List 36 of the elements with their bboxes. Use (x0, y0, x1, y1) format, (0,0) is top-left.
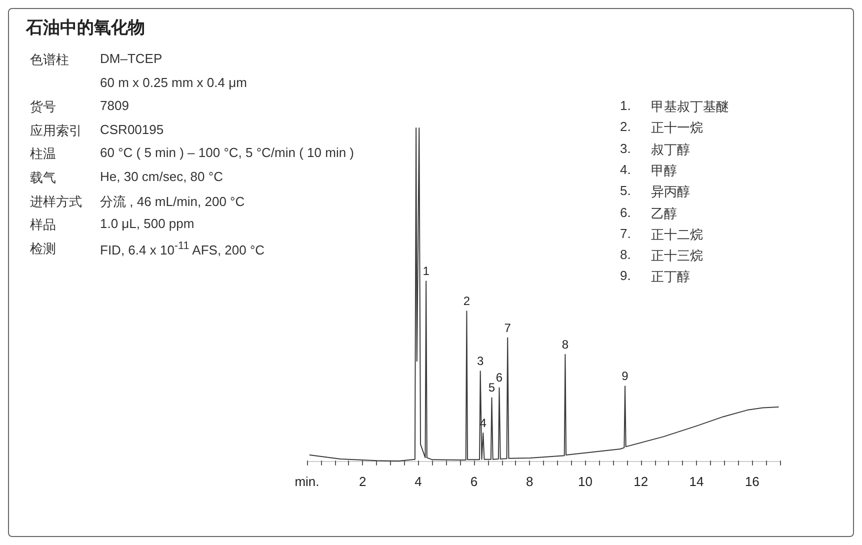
annotation: 6 (496, 370, 503, 385)
text: 载气 He, 30 cm/sec, 80 °C (30, 169, 223, 185)
x-tick-label: 16 (744, 474, 760, 489)
annotation: 5 (488, 380, 496, 395)
annotation: 7 (504, 320, 512, 335)
x-tick-label: 6 (470, 474, 478, 489)
x-tick-label: 8 (526, 474, 534, 489)
annotation: 1 (422, 264, 430, 278)
x-tick-label: 2 (359, 474, 366, 489)
text: 4. 甲醇 (620, 162, 677, 178)
annotation: 9 (622, 369, 629, 384)
text: 60 m x 0.25 mm x 0.4 μm (100, 74, 247, 90)
text: 3. 叔丁醇 (620, 140, 690, 157)
x-tick-label: 14 (689, 474, 704, 489)
x-tick-label: 10 (578, 474, 592, 489)
text: 5. 异丙醇 (620, 183, 690, 200)
text: 应用索引 CSR00195 (30, 122, 164, 138)
text: 进样方式 分流 , 46 mL/min, 200 °C (30, 194, 245, 209)
annotation: 3 (476, 354, 484, 368)
x-tick-label: 12 (634, 474, 648, 489)
text: 色谱柱 DM–TCEP (30, 51, 162, 67)
text: 8. 正十三烷 (620, 247, 703, 264)
text: 货号 7809 (30, 98, 129, 114)
text: 柱温 60 °C ( 5 min ) – 100 °C, 5 °C/min ( 10 min ) (30, 145, 354, 162)
text: 6. 乙醇 (620, 204, 677, 220)
text: 检测 FID, 6.4 x 10$^{-11}$ AFS, 200 °C (30, 240, 265, 258)
x-tick-label: min. (294, 474, 320, 489)
text: 石油中的氧化物 (26, 17, 145, 39)
text: 1. 甲基叔丁基醚 (620, 98, 729, 114)
text: 2. 正十一烷 (620, 119, 703, 136)
text: 9. 正丁醇 (620, 268, 690, 284)
annotation: 2 (463, 294, 470, 308)
x-tick-label: 4 (414, 474, 422, 489)
annotation: 8 (562, 337, 569, 352)
text: 7. 正十二烷 (620, 226, 703, 242)
text: 样品 1.0 μL, 500 ppm (30, 216, 194, 232)
